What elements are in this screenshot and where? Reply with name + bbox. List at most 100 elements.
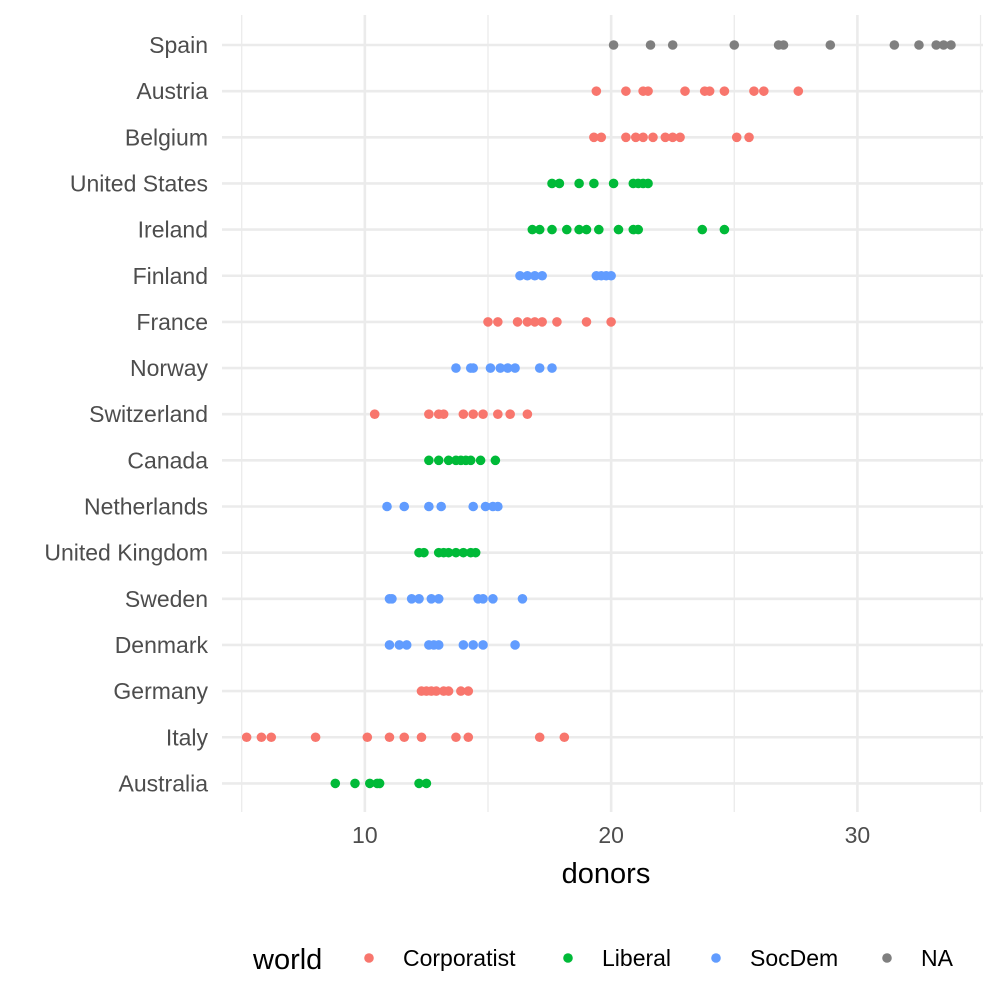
data-point	[369, 409, 380, 420]
data-point	[468, 501, 479, 512]
data-point	[633, 224, 644, 235]
data-point	[310, 732, 321, 743]
x-tick-label: 30	[845, 822, 871, 848]
data-point	[458, 640, 469, 650]
data-point	[512, 317, 523, 327]
data-point	[938, 40, 949, 50]
legend-label: SocDem	[750, 945, 838, 971]
data-point	[914, 40, 924, 50]
data-point	[384, 640, 395, 650]
data-point	[675, 132, 685, 143]
data-point	[483, 317, 493, 327]
data-point	[458, 409, 469, 420]
data-point	[426, 594, 437, 604]
data-point	[387, 594, 397, 604]
data-point	[667, 40, 678, 50]
legend-title: world	[252, 944, 322, 976]
y-tick-label: Germany	[113, 678, 208, 704]
data-point	[621, 86, 631, 96]
data-point	[394, 640, 405, 650]
data-point	[704, 86, 715, 96]
data-point	[608, 40, 619, 50]
y-tick-label: United Kingdom	[44, 540, 208, 566]
data-point	[241, 732, 252, 743]
data-point	[660, 132, 671, 143]
data-point	[433, 594, 444, 604]
y-tick-label: Denmark	[115, 632, 209, 658]
y-tick-label: Norway	[130, 355, 208, 381]
y-tick-label: Austria	[136, 78, 208, 104]
data-point	[431, 686, 442, 696]
data-point	[534, 224, 545, 235]
data-point	[443, 686, 454, 696]
data-point	[537, 317, 547, 327]
data-point	[793, 86, 804, 96]
data-point	[680, 86, 690, 96]
data-point	[515, 270, 525, 281]
data-point	[643, 86, 653, 96]
x-tick-label: 10	[352, 822, 378, 848]
data-point	[416, 732, 427, 743]
data-point	[495, 363, 506, 373]
data-point	[468, 363, 479, 373]
data-point	[731, 132, 742, 143]
data-point	[606, 317, 616, 327]
data-point	[399, 501, 410, 512]
data-point	[931, 40, 942, 50]
legend-key	[364, 953, 374, 963]
data-points	[241, 40, 956, 789]
data-point	[606, 270, 616, 281]
data-point	[589, 178, 599, 189]
y-tick-label: Belgium	[125, 124, 208, 150]
data-point	[561, 224, 572, 235]
data-point	[256, 732, 267, 743]
data-point	[510, 640, 520, 650]
data-point	[364, 778, 375, 789]
data-point	[475, 455, 486, 466]
data-point	[529, 317, 540, 327]
data-point	[490, 455, 501, 466]
y-tick-label: Finland	[133, 263, 208, 289]
data-point	[382, 501, 392, 512]
data-point	[436, 501, 446, 512]
data-point	[451, 732, 461, 743]
data-point	[419, 547, 429, 558]
data-point	[456, 686, 466, 696]
data-point	[493, 409, 503, 420]
data-point	[478, 594, 488, 604]
data-point	[667, 132, 678, 143]
data-point	[749, 86, 759, 96]
data-point	[414, 594, 424, 604]
data-point	[485, 363, 496, 373]
data-point	[547, 224, 557, 235]
y-tick-label: Ireland	[138, 217, 208, 243]
data-point	[534, 732, 545, 743]
data-point	[424, 455, 434, 466]
data-point	[729, 40, 740, 50]
data-point	[596, 132, 607, 143]
data-point	[529, 270, 540, 281]
data-point	[451, 547, 461, 558]
y-tick-label: France	[136, 309, 208, 335]
data-point	[470, 547, 481, 558]
data-point	[697, 224, 708, 235]
data-point	[374, 778, 385, 789]
data-point	[488, 594, 498, 604]
data-point	[510, 363, 520, 373]
data-point	[266, 732, 277, 743]
data-point	[463, 732, 474, 743]
y-tick-label: Australia	[119, 770, 209, 796]
data-point	[946, 40, 956, 50]
data-point	[594, 224, 604, 235]
data-point	[581, 224, 592, 235]
data-point	[424, 409, 434, 420]
data-point	[534, 363, 545, 373]
y-tick-label: Switzerland	[89, 401, 208, 427]
data-point	[552, 317, 562, 327]
data-point	[554, 178, 565, 189]
y-tick-label: Sweden	[125, 586, 208, 612]
y-tick-label: Italy	[166, 724, 209, 750]
data-point	[522, 317, 533, 327]
data-point	[613, 224, 624, 235]
